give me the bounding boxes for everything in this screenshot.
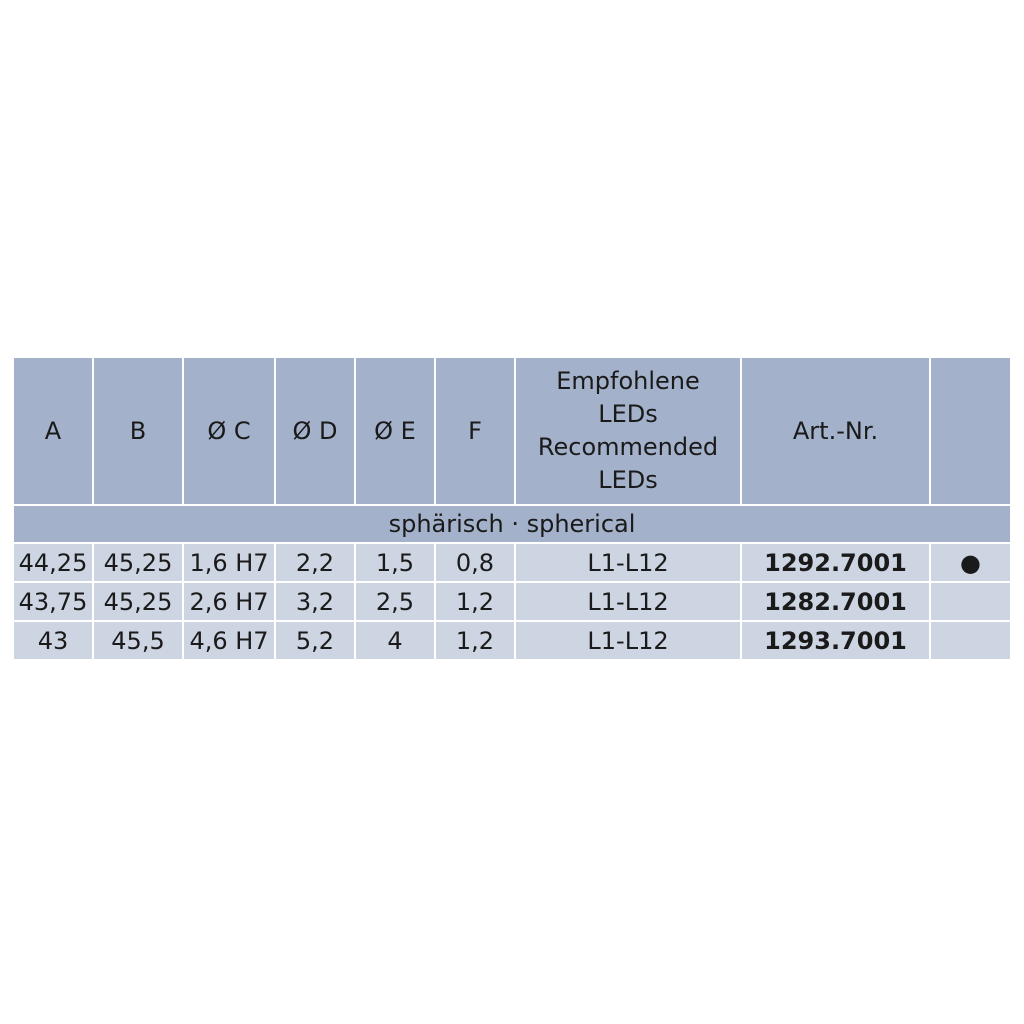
table-cell: L1-L12 <box>514 620 742 661</box>
table-cell: 45,25 <box>92 542 184 583</box>
table-row: 43 45,5 4,6 H7 5,2 4 1,2 L1-L12 1293.7001 <box>12 620 1012 661</box>
table-row: 43,75 45,25 2,6 H7 3,2 2,5 1,2 L1-L12 1282.7001 <box>12 581 1012 622</box>
header-a: A <box>12 356 94 506</box>
table-cell: 5,2 <box>274 620 356 661</box>
table-cell: 1,6 H7 <box>182 542 276 583</box>
table-cell: 1,2 <box>434 620 516 661</box>
header-blank <box>929 356 1012 506</box>
art-nr-cell: 1282.7001 <box>740 581 931 622</box>
table-cell: L1-L12 <box>514 542 742 583</box>
header-f: F <box>434 356 516 506</box>
table-cell: 0,8 <box>434 542 516 583</box>
header-e: Ø E <box>354 356 436 506</box>
table-cell: 4,6 H7 <box>182 620 276 661</box>
product-table: A B Ø C Ø D Ø E F Empfohlene LEDs Recomm… <box>12 356 1012 661</box>
header-led-line: Empfohlene <box>556 367 700 395</box>
section-label: sphärisch · spherical <box>12 504 1012 544</box>
table-row: 44,25 45,25 1,6 H7 2,2 1,5 0,8 L1-L12 1292.7001… <box>12 542 1012 583</box>
header-recommended-leds: Empfohlene LEDs Recommended LEDs <box>514 356 742 506</box>
header-d: Ø D <box>274 356 356 506</box>
header-led-line: Recommended <box>537 433 719 461</box>
header-art-nr: Art.-Nr. <box>740 356 931 506</box>
table-cell: 45,5 <box>92 620 184 661</box>
table-cell: 1,5 <box>354 542 436 583</box>
marker-cell <box>929 620 1012 661</box>
art-nr-cell: 1292.7001 <box>740 542 931 583</box>
table-cell: 45,25 <box>92 581 184 622</box>
table-cell: 3,2 <box>274 581 356 622</box>
table-cell: 2,6 H7 <box>182 581 276 622</box>
table-cell: 44,25 <box>12 542 94 583</box>
header-b: B <box>92 356 184 506</box>
table-cell: L1-L12 <box>514 581 742 622</box>
header-led-line: LEDs <box>598 400 658 428</box>
table-cell: 1,2 <box>434 581 516 622</box>
section-row: sphärisch · spherical <box>12 504 1012 544</box>
header-row: A B Ø C Ø D Ø E F Empfohlene LEDs Recomm… <box>12 356 1012 506</box>
marker-cell: ● <box>929 542 1012 583</box>
table-cell: 43 <box>12 620 94 661</box>
table-cell: 43,75 <box>12 581 94 622</box>
marker-cell <box>929 581 1012 622</box>
header-led-line: LEDs <box>598 466 658 494</box>
art-nr-cell: 1293.7001 <box>740 620 931 661</box>
header-c: Ø C <box>182 356 276 506</box>
table-cell: 4 <box>354 620 436 661</box>
table-cell: 2,2 <box>274 542 356 583</box>
table-cell: 2,5 <box>354 581 436 622</box>
